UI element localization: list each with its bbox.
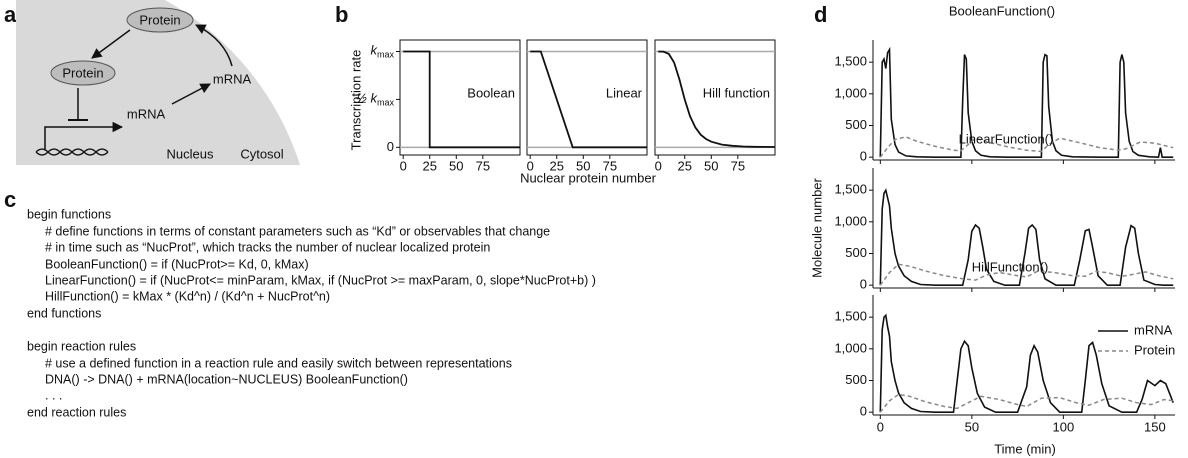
tick-subscript: max	[377, 98, 395, 108]
code-line: # use a defined function in a reaction r…	[45, 356, 512, 370]
panel-label: c	[4, 187, 16, 212]
y-tick-label: ½ kmax	[356, 91, 394, 108]
panel-label: a	[4, 2, 17, 27]
tick-text: ½ k	[356, 91, 378, 106]
x-tick-label: 150	[1144, 419, 1166, 434]
chart-title: BooleanFunction()	[949, 3, 1055, 18]
chart-title: Linear	[606, 85, 643, 100]
legend-label: Protein	[1134, 342, 1175, 357]
x-tick-label: 25	[423, 158, 437, 173]
y-tick-label: 1,000	[834, 85, 867, 100]
y-tick-label: 0	[860, 277, 867, 292]
code-line: end reaction rules	[27, 405, 126, 419]
x-axis-label: Time (min)	[994, 441, 1056, 456]
panel-label: b	[335, 2, 348, 27]
x-tick-label: 0	[877, 419, 884, 434]
x-tick-label: 25	[550, 158, 564, 173]
y-tick-label: 0	[860, 149, 867, 164]
chart-title: Hill function	[703, 85, 770, 100]
code-line: begin functions	[27, 207, 111, 221]
chart-title: LinearFunction()	[959, 131, 1054, 146]
x-tick-label: 0	[400, 158, 407, 173]
code-line: DNA() -> DNA() + mRNA(location~NUCLEUS) …	[45, 372, 408, 386]
y-tick-label: 1,500	[834, 309, 867, 324]
y-tick-label: 1,500	[834, 182, 867, 197]
compartment-label: Nucleus	[167, 146, 214, 161]
x-tick-label: 75	[603, 158, 617, 173]
x-tick-label: 50	[576, 158, 590, 173]
y-axis-label: Molecule number	[809, 177, 824, 277]
code-line: HillFunction() = kMax * (Kd^n) / (Kd^n +…	[45, 289, 330, 303]
y-tick-label: 500	[845, 372, 867, 387]
code-line: # in time such as “NucProt”, which track…	[45, 240, 490, 254]
x-tick-label: 50	[449, 158, 463, 173]
panel-label: d	[814, 2, 827, 27]
code-block: begin functions # define functions in ter…	[27, 207, 596, 419]
node-label: Protein	[139, 12, 180, 27]
code-line: LinearFunction() = if (NucProt<= minPara…	[45, 273, 596, 287]
x-tick-label: 100	[1053, 419, 1075, 434]
y-tick-label: 500	[845, 245, 867, 260]
node-label: mRNA	[127, 106, 166, 121]
code-line: end functions	[27, 306, 101, 320]
y-tick-label: 500	[845, 117, 867, 132]
node-label: Protein	[62, 65, 103, 80]
y-tick-label: 1,000	[834, 340, 867, 355]
x-tick-label: 25	[678, 158, 692, 173]
y-tick-label: 1,000	[834, 213, 867, 228]
y-tick-label: 0	[860, 404, 867, 419]
figure: a b c d Protein Protein mRNA mRNA Nucleu…	[0, 0, 1188, 458]
x-tick-label: 50	[965, 419, 979, 434]
compartment-label: Cytosol	[240, 146, 283, 161]
code-line: begin reaction rules	[27, 339, 136, 353]
y-tick-label: 1,500	[834, 54, 867, 69]
x-tick-label: 75	[731, 158, 745, 173]
y-tick-label: 0	[387, 139, 394, 154]
code-line: # define functions in terms of constant …	[45, 224, 550, 238]
node-label: mRNA	[213, 71, 252, 86]
x-tick-label: 0	[655, 158, 662, 173]
y-tick-label: kmax	[370, 43, 394, 60]
cell-diagram: Protein Protein mRNA mRNA Nucleus Cytoso…	[16, 0, 300, 165]
tick-subscript: max	[377, 50, 395, 60]
code-line: BooleanFunction() = if (NucProt>= Kd, 0,…	[45, 257, 309, 271]
x-tick-label: 0	[527, 158, 534, 173]
code-line: . . .	[45, 388, 62, 402]
x-tick-label: 50	[704, 158, 718, 173]
chart-title: Boolean	[467, 85, 515, 100]
x-tick-label: 75	[476, 158, 490, 173]
data-line	[880, 315, 1173, 412]
data-line	[880, 394, 1173, 412]
legend-label: mRNA	[1134, 322, 1173, 337]
chart-title: HillFunction()	[972, 259, 1049, 274]
